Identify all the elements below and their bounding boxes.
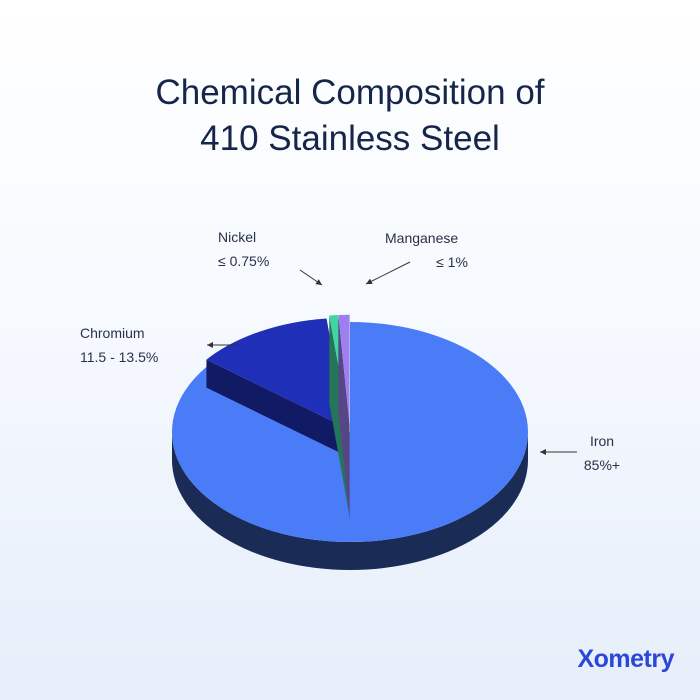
slice-label: Iron [590,433,614,449]
slice-label: Nickel [218,229,256,245]
slice-wall [338,315,350,521]
label-arrow [365,261,411,285]
brand-logo: Xometry [577,645,674,673]
slice-top [172,322,528,542]
slice-value-label: ≤ 1% [436,254,468,270]
slice-side [172,432,528,570]
slice-value-label: 85%+ [584,457,620,473]
slice-top [338,314,350,425]
chart-title: Chemical Composition of 410 Stainless St… [155,73,545,158]
slice-label: Manganese [385,230,458,246]
slice-value-label: 11.5 - 13.5% [80,349,158,365]
slice-value-label: ≤ 0.75% [218,253,269,269]
slice [338,314,350,521]
slice-wall [206,359,347,456]
slice-label: Chromium [80,325,145,341]
label-arrow [299,269,323,286]
slice-top [206,318,347,428]
